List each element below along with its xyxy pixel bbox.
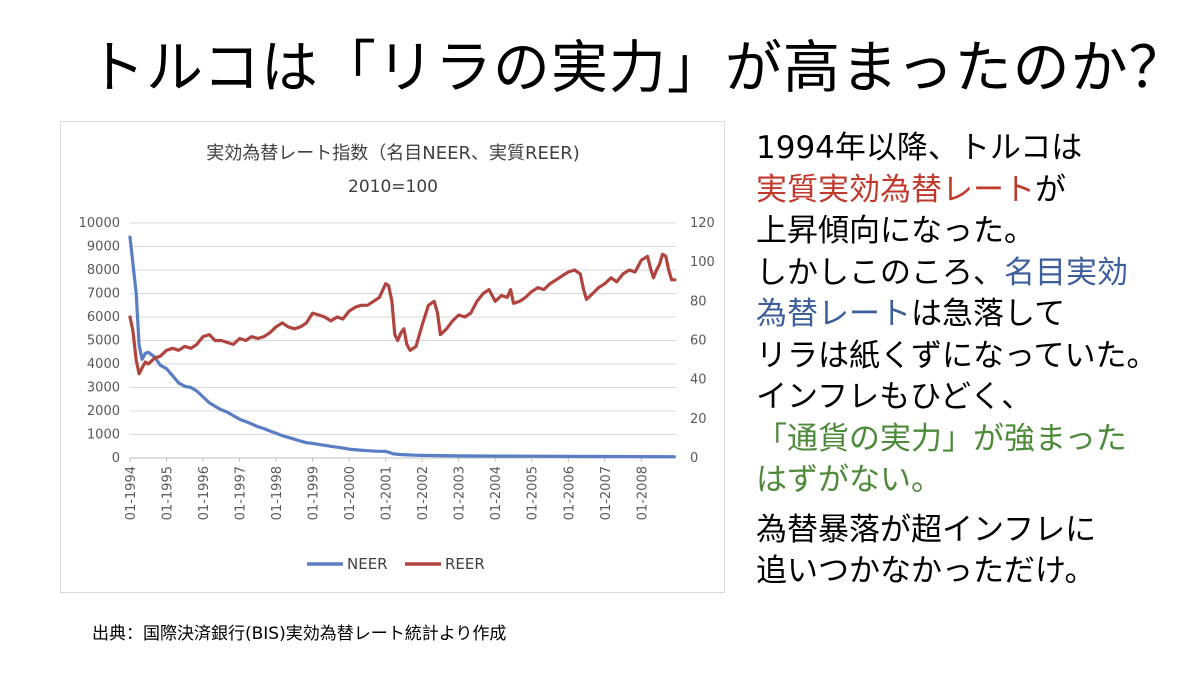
y-right-tick-label: 120 [690, 216, 715, 231]
x-tick-label: 01-2006 [562, 466, 577, 520]
slide-title: トルコは「リラの実力」が高まったのか？ [88, 35, 1187, 101]
y-left-tick-label: 10000 [79, 216, 120, 231]
commentary-line-7-text: インフレもひどく、 [756, 379, 1033, 415]
commentary-line-10: 為替暴落が超インフレに [756, 510, 1196, 552]
source-note: 出典：国際決済銀行(BIS)実効為替レート統計より作成 [92, 624, 507, 644]
commentary-line-10-text: 為替暴落が超インフレに [756, 511, 1097, 548]
commentary-line-1-text: 1994年以降、トルコは [756, 130, 1083, 166]
commentary-line-4: しかしこのころ、名目実効 [756, 253, 1196, 295]
x-tick-label: 01-2005 [526, 466, 541, 520]
y-left-tick-label: 4000 [87, 357, 120, 372]
y-left-tick-label: 1000 [87, 428, 120, 443]
commentary-line-6-text: リラは紙くずになっていた。 [756, 337, 1158, 374]
commentary-line-2: 実質実効為替レートが [756, 170, 1196, 212]
x-tick-label: 01-2001 [380, 466, 395, 520]
y-left-tick-label: 3000 [87, 381, 120, 396]
y-right-tick-label: 100 [690, 255, 715, 270]
y-left-tick-label: 5000 [87, 334, 120, 349]
series-line-neer [128, 235, 676, 459]
y-left-tick-label: 8000 [87, 263, 120, 278]
legend-label-neer: NEER [347, 555, 388, 573]
y-right-tick-label: 0 [690, 451, 698, 466]
commentary-line-7: インフレもひどく、 [756, 377, 1196, 419]
chart-subtitle: 2010=100 [348, 177, 438, 197]
x-tick-label: 01-1996 [197, 466, 212, 520]
commentary-line-3: 上昇傾向になった。 [756, 211, 1196, 253]
commentary-line-5-tail: は急落して [911, 296, 1066, 332]
y-left-tick-label: 9000 [87, 240, 120, 255]
chart-title: 実効為替レート指数（名目NEER、実質REER) [206, 143, 580, 164]
commentary-line-2-tail: が [1035, 171, 1066, 208]
x-tick-label: 01-1997 [234, 466, 249, 520]
commentary-line-9: はずがない。 [756, 460, 1196, 502]
y-right-tick-label: 40 [690, 373, 707, 388]
x-tick-label: 01-2000 [343, 466, 358, 520]
legend-label-reer: REER [445, 555, 485, 573]
chart-container: 実効為替レート指数（名目NEER、実質REER) 2010=100 0 1000 2… [60, 121, 725, 593]
x-tick-label: 01-1998 [270, 466, 285, 520]
x-tick-label: 01-1995 [161, 466, 176, 520]
x-tick-label: 01-2002 [416, 466, 431, 520]
x-tick-label: 01-2003 [453, 466, 468, 520]
commentary-text: 1994年以降、トルコは 実質実効為替レートが 上昇傾向になった。 しかしこのこ… [756, 128, 1196, 593]
commentary-line-8: 「通貨の実力」が強まった [756, 419, 1196, 461]
x-tick-label: 01-2004 [489, 466, 504, 520]
currency-strength-highlight-2: はずがない。 [756, 462, 942, 498]
neer-highlight-2: 為替レート [756, 296, 911, 332]
commentary-line-4-text: しかしこのころ、 [756, 254, 1004, 291]
commentary-line-1: 1994年以降、トルコは [756, 128, 1196, 170]
x-tick-label: 01-2008 [635, 466, 650, 520]
reer-highlight: 実質実効為替レート [756, 171, 1035, 208]
x-tick-label: 01-1999 [307, 466, 322, 520]
y-left-tick-label: 2000 [87, 404, 120, 419]
y-left-tick-label: 0 [112, 451, 120, 466]
y-right-tick-label: 80 [690, 294, 707, 309]
currency-strength-highlight-1: 「通貨の実力」が強まった [756, 420, 1127, 457]
y-right-tick-label: 20 [690, 412, 707, 427]
x-tick-label: 01-2007 [599, 466, 614, 520]
y-left-tick-label: 6000 [87, 310, 120, 325]
commentary-line-5: 為替レートは急落して [756, 294, 1196, 336]
series-line-reer [128, 252, 677, 376]
commentary-line-11: 追いつかなかっただけ。 [756, 551, 1196, 593]
commentary-line-6: リラは紙くずになっていた。 [756, 336, 1196, 378]
y-right-tick-label: 60 [690, 334, 707, 349]
y-left-tick-label: 7000 [87, 287, 120, 302]
commentary-line-11-text: 追いつかなかっただけ。 [756, 553, 1096, 589]
neer-highlight-1: 名目実効 [1004, 254, 1128, 291]
x-tick-label: 01-1994 [124, 466, 139, 520]
commentary-line-3-text: 上昇傾向になった。 [756, 213, 1035, 249]
effective-exchange-rate-chart: 実効為替レート指数（名目NEER、実質REER) 2010=100 010002… [79, 143, 715, 573]
